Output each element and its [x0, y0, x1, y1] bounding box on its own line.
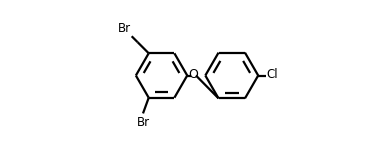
Text: Br: Br [136, 116, 149, 129]
Text: O: O [188, 68, 198, 81]
Text: Cl: Cl [266, 68, 278, 81]
Text: Br: Br [118, 22, 131, 35]
